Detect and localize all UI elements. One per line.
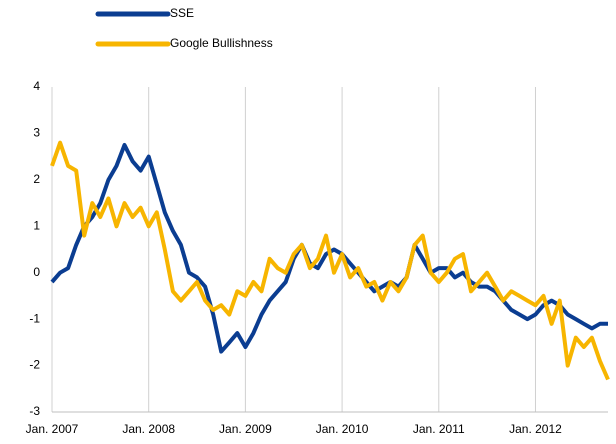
x-tick-label: Jan. 2011 <box>413 422 465 436</box>
y-tick-label: 1 <box>33 218 40 232</box>
y-tick-label: -3 <box>29 404 40 418</box>
y-tick-label: 3 <box>33 126 40 140</box>
x-tick-label: Jan. 2009 <box>219 422 272 436</box>
y-tick-label: 0 <box>33 265 40 279</box>
x-tick-label: Jan. 2008 <box>122 422 175 436</box>
y-tick-label: -1 <box>29 311 40 325</box>
legend-label: Google Bullishness <box>170 36 273 50</box>
legend-label: SSE <box>170 6 194 20</box>
x-tick-label: Jan. 2007 <box>26 422 79 436</box>
x-tick-label: Jan. 2012 <box>509 422 562 436</box>
y-tick-label: -2 <box>29 358 40 372</box>
y-tick-label: 4 <box>33 79 40 93</box>
x-tick-label: Jan. 2010 <box>316 422 369 436</box>
line-series <box>50 140 610 381</box>
y-tick-label: 2 <box>33 172 40 186</box>
